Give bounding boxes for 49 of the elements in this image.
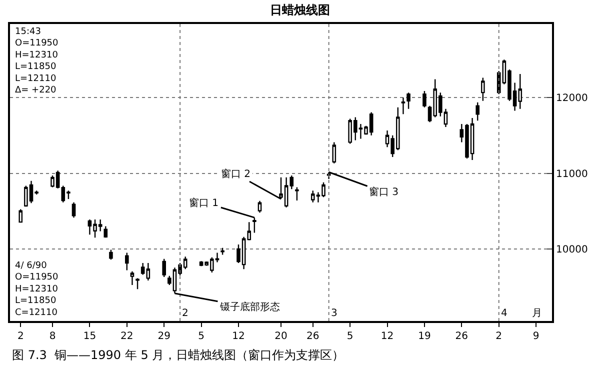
annotation: 窗口 2	[221, 168, 251, 180]
candlestick	[72, 202, 76, 218]
candlestick	[140, 262, 145, 276]
x-tick-label: 29	[158, 331, 170, 342]
annotation: 月	[532, 308, 542, 319]
candlestick	[125, 252, 129, 271]
candlestick	[332, 142, 336, 164]
x-tick-label: 20	[274, 331, 288, 342]
y-tick-label: 11000	[556, 168, 588, 180]
x-tick-label: 19	[418, 331, 431, 342]
x-tick-label: 8	[49, 331, 56, 342]
chart-title: 日蜡烛线图	[270, 3, 330, 18]
x-tick-label: 5	[346, 331, 354, 342]
x-tick-label: 5	[198, 331, 204, 342]
candlestick	[146, 262, 150, 282]
candlestick	[401, 96, 406, 115]
x-tick-label: 22	[120, 331, 134, 342]
y-tick-label: 12000	[556, 92, 588, 104]
candlestick	[258, 200, 262, 214]
candlestick	[295, 186, 299, 202]
candlestick	[220, 247, 224, 256]
candlestick	[422, 90, 426, 108]
candlestick	[104, 226, 108, 238]
caption: 图 7.3 铜——1990 年 5 月，日蜡烛线图（窗口作为支撑区）	[12, 348, 344, 362]
annotation: 窗口 1	[189, 197, 219, 209]
candlestick	[406, 92, 410, 110]
x-tick-label: 2	[496, 331, 502, 342]
x-tick-label: 12	[380, 331, 394, 342]
candlestick	[130, 270, 134, 286]
x-tick-label: 26	[455, 331, 468, 342]
candlestick	[481, 77, 485, 102]
annotation: 4/ 6/90 O=11950 H=12310 L=11850 C=12110	[15, 261, 59, 318]
ref-line-label: 3	[331, 308, 338, 319]
candlestick	[136, 278, 140, 290]
x-tick-label: 26	[306, 331, 320, 342]
candlestick	[162, 258, 166, 278]
x-tick-label: 12	[232, 331, 245, 342]
annotation: 15:43 O=11950 H=12310 L=11850 L=12110 Δ= +220	[15, 27, 59, 96]
annotation: 窗口 3	[369, 186, 399, 198]
ref-line-label: 2	[182, 308, 188, 319]
x-tick-label: 2	[17, 331, 24, 342]
x-tick-label: 9	[532, 331, 540, 342]
candlestick	[476, 102, 480, 122]
candlestick	[109, 249, 113, 260]
candlestick	[18, 208, 23, 224]
annotation: 镊子底部形态	[219, 301, 280, 313]
ref-line-label: 4	[501, 308, 508, 319]
x-tick-label: 15	[83, 331, 96, 342]
y-tick-label: 10000	[556, 244, 588, 256]
